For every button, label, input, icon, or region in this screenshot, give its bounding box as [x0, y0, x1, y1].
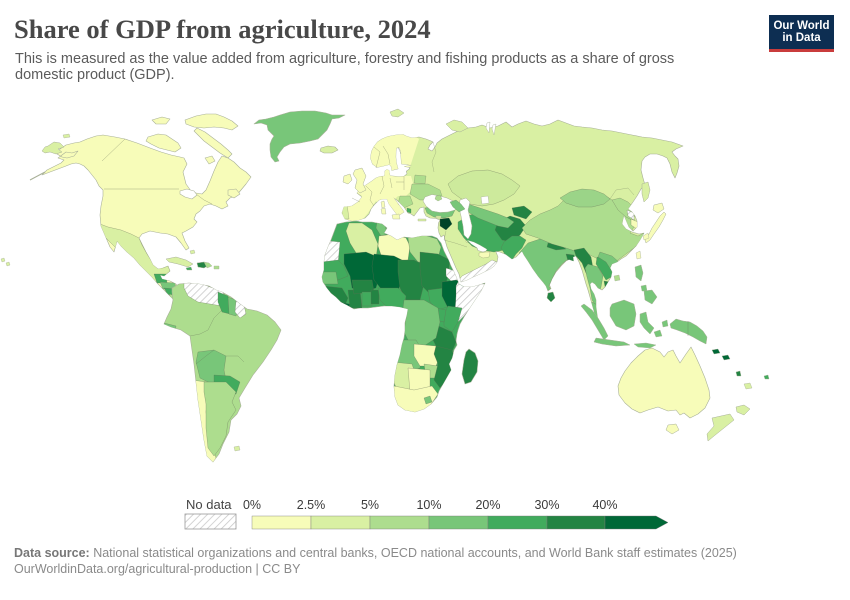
svg-text:5%: 5% [361, 498, 379, 512]
svg-text:10%: 10% [416, 498, 441, 512]
svg-text:0%: 0% [243, 498, 261, 512]
svg-text:30%: 30% [534, 498, 559, 512]
svg-text:20%: 20% [475, 498, 500, 512]
svg-text:40%: 40% [592, 498, 617, 512]
svg-text:2.5%: 2.5% [297, 498, 326, 512]
